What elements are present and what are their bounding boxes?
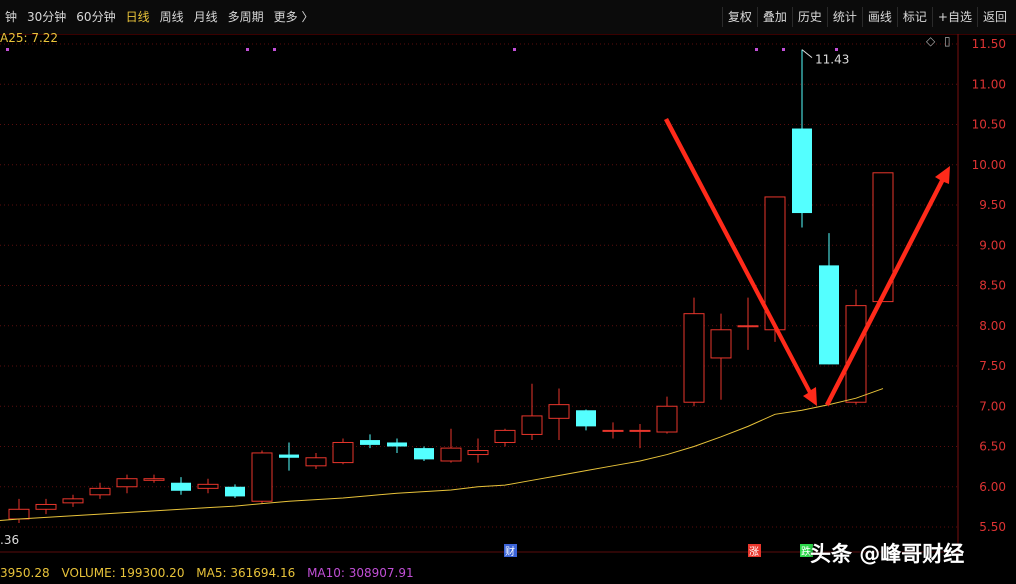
price-label: 7.50 [979, 359, 1006, 373]
candle-body [872, 172, 894, 303]
status-ma5: MA5: 361694.16 [196, 566, 296, 580]
toolbar-action-4[interactable]: 画线 [861, 7, 897, 27]
tab-period-2[interactable]: 60分钟 [76, 10, 116, 24]
candle-body [602, 429, 624, 432]
candle-body [819, 265, 839, 365]
tab-period-1[interactable]: 30分钟 [27, 10, 67, 24]
toolbar-actions: 复权 叠加 历史 统计 画线 标记 +自选 返回 [721, 0, 1012, 34]
toolbar-action-0[interactable]: 复权 [721, 7, 757, 27]
event-marker [755, 48, 758, 51]
candle-body [116, 478, 138, 488]
panel-toggle-icon[interactable]: ▯ [944, 34, 951, 48]
tab-period-0[interactable]: 钟 [5, 10, 18, 24]
candle-body [62, 498, 84, 504]
event-badge [800, 544, 813, 557]
event-marker [513, 48, 516, 51]
status-ma10: MA10: 308907.91 [307, 566, 414, 580]
toolbar-action-1[interactable]: 叠加 [756, 7, 792, 27]
toolbar-action-3[interactable]: 统计 [826, 7, 862, 27]
tab-period-4[interactable]: 周线 [159, 10, 184, 24]
candle-body [414, 448, 434, 460]
candle-body [305, 457, 327, 467]
price-label: 9.00 [979, 238, 1006, 252]
status-volume: VOLUME: 199300.20 [61, 566, 185, 580]
candle-body [251, 452, 273, 502]
price-label: 6.00 [979, 480, 1006, 494]
candle-body [845, 305, 867, 403]
candle-body [440, 447, 462, 462]
candle-body [8, 508, 30, 520]
price-label: 6.50 [979, 440, 1006, 454]
price-label: 8.50 [979, 279, 1006, 293]
candle-body [494, 429, 516, 443]
high-price-pointer [801, 49, 813, 59]
tab-period-5[interactable]: 月线 [193, 10, 218, 24]
ma-label: A25: 7.22 [0, 31, 59, 45]
kline-chart[interactable]: 11.50 11.00 10.50 10.00 9.50 9.00 8.50 8.00 7.50… [0, 34, 1016, 562]
event-badge-label: 涨 [749, 546, 759, 558]
candle-body [737, 325, 759, 328]
event-marker [782, 48, 785, 51]
high-price-label: 11.43 [815, 53, 849, 67]
toolbar-action-6[interactable]: +自选 [931, 7, 977, 27]
candle-body [360, 440, 380, 445]
toolbar-action-7[interactable]: 返回 [976, 7, 1012, 27]
event-marker [273, 48, 276, 51]
candle-body [548, 404, 570, 419]
candle-body [171, 482, 191, 491]
candle-body [225, 486, 245, 497]
candle-body [683, 313, 705, 403]
price-label: 7.00 [979, 399, 1006, 413]
status-bar: 3950.28 VOLUME: 199300.20 MA5: 361694.16… [0, 562, 1016, 584]
diamond-icon[interactable]: ◇ [926, 34, 936, 48]
toolbar-action-2[interactable]: 历史 [791, 7, 827, 27]
event-badge [748, 544, 761, 557]
period-tabs: 钟 30分钟 60分钟 日线 周线 月线 多周期 更多 〉 [0, 0, 318, 34]
tab-period-3[interactable]: 日线 [125, 10, 150, 24]
status-left-value: 3950.28 [0, 566, 50, 580]
event-badge-label: 跌 [801, 545, 811, 558]
price-label: 10.00 [972, 158, 1006, 172]
candle-body [387, 442, 407, 447]
price-label: 9.50 [979, 198, 1006, 212]
price-label: 11.00 [972, 77, 1006, 91]
event-badge-label: 财 [505, 545, 515, 558]
candle-body [656, 405, 678, 433]
low-price-label: .36 [0, 533, 19, 547]
price-label: 5.50 [979, 520, 1006, 534]
toolbar: 钟 30分钟 60分钟 日线 周线 月线 多周期 更多 〉 复权 叠加 历史 统计 画线 标记 +自选 返回 [0, 0, 1016, 35]
candle-body [197, 483, 219, 489]
candle-body [332, 441, 354, 464]
event-badge [504, 544, 517, 557]
price-label: 10.50 [972, 118, 1006, 132]
event-marker [835, 48, 838, 51]
price-label: 11.50 [972, 37, 1006, 51]
event-marker [6, 48, 9, 51]
arrow-down [664, 118, 817, 406]
event-marker [246, 48, 249, 51]
candle-body [710, 329, 732, 359]
candle-body [521, 415, 543, 435]
toolbar-action-5[interactable]: 标记 [896, 7, 932, 27]
candle-body [89, 487, 111, 496]
candle-body [576, 410, 596, 427]
tab-period-6[interactable]: 多周期 [227, 10, 264, 24]
arrow-up [825, 166, 950, 406]
candle-body [279, 454, 299, 458]
candle-body [467, 450, 489, 456]
ma-line [0, 388, 884, 522]
candle-body [35, 503, 57, 510]
candle-body [629, 429, 651, 432]
tab-period-7[interactable]: 更多 〉 [273, 10, 314, 24]
price-label: 8.00 [979, 319, 1006, 333]
candle-body [792, 128, 812, 214]
watermark: 头条 @峰哥财经 [810, 542, 965, 566]
candle-body [143, 478, 165, 481]
